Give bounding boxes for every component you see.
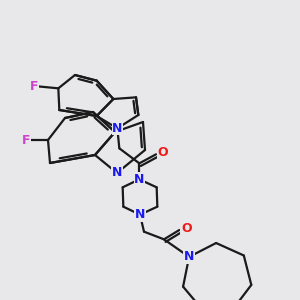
Text: N: N — [112, 122, 122, 135]
Text: N: N — [184, 250, 194, 263]
Text: N: N — [134, 173, 145, 186]
Text: N: N — [135, 208, 145, 221]
Text: F: F — [22, 134, 30, 146]
Text: N: N — [112, 167, 122, 179]
Text: O: O — [181, 221, 192, 235]
Text: F: F — [30, 80, 38, 92]
Text: O: O — [158, 146, 168, 159]
